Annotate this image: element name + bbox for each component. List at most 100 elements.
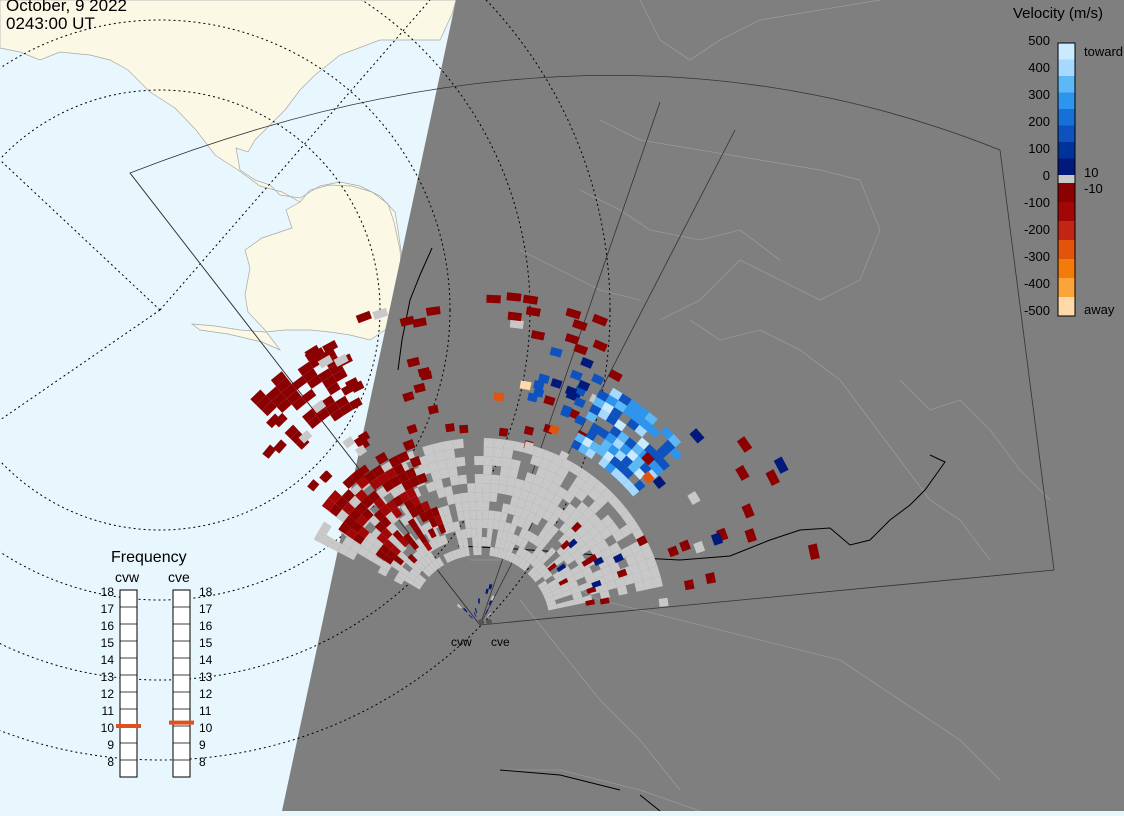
scatter-cell bbox=[539, 498, 551, 510]
scatter-cell bbox=[573, 396, 587, 409]
scatter-cell bbox=[625, 554, 638, 567]
scatter-cell bbox=[354, 489, 368, 502]
scatter-cell bbox=[580, 481, 594, 495]
scatter-cell bbox=[641, 546, 654, 560]
scatter-cell bbox=[498, 520, 506, 531]
scatter-cell bbox=[585, 474, 600, 488]
scatter-cell bbox=[318, 521, 332, 535]
scatter-cell bbox=[515, 556, 524, 567]
scatter-cell bbox=[511, 554, 520, 565]
scatter-cell bbox=[376, 472, 390, 485]
scatter-cell bbox=[565, 575, 577, 585]
scatter-cell bbox=[426, 520, 437, 532]
scatter-cell bbox=[439, 534, 449, 545]
scatter-cell bbox=[486, 294, 501, 304]
scatter-cell bbox=[568, 580, 579, 590]
scatter-cell bbox=[652, 475, 666, 489]
scatter-cell bbox=[587, 487, 601, 501]
scatter-cell bbox=[537, 580, 548, 589]
scatter-cell bbox=[496, 548, 504, 559]
scatter-cell bbox=[486, 537, 492, 547]
scatter-cell bbox=[562, 491, 575, 504]
scatter-cell bbox=[307, 415, 322, 429]
scatter-cell bbox=[558, 578, 569, 586]
alaska-land bbox=[0, 0, 457, 351]
scatter-cell bbox=[330, 408, 344, 422]
scatter-cell bbox=[386, 549, 398, 561]
colorbar-away-label: away bbox=[1084, 302, 1115, 317]
scatter-cell bbox=[452, 438, 464, 449]
scatter-cell bbox=[622, 405, 636, 419]
scatter-cell bbox=[463, 510, 471, 521]
scatter-cell bbox=[408, 506, 419, 519]
colorbar-tick-label: -500 bbox=[1023, 303, 1050, 318]
scatter-cell bbox=[592, 396, 606, 409]
scatter-cell bbox=[586, 586, 597, 594]
scatter-cell bbox=[549, 346, 563, 358]
scatter-cell bbox=[627, 485, 640, 497]
scatter-cell bbox=[657, 458, 670, 471]
scatter-cell bbox=[599, 597, 610, 605]
scatter-cell bbox=[271, 392, 287, 408]
colorbar-frame bbox=[1057, 42, 1076, 317]
scatter-cell bbox=[660, 426, 674, 440]
frequency-scale-label: 14 bbox=[100, 653, 114, 667]
scatter-cell bbox=[307, 479, 320, 492]
scatter-cell bbox=[506, 476, 517, 488]
scatter-cell bbox=[276, 398, 292, 413]
colorbar-swatch bbox=[1058, 297, 1075, 317]
scatter-cell bbox=[639, 418, 653, 432]
scatter-cell bbox=[576, 514, 589, 527]
scatter-cell bbox=[443, 485, 454, 497]
scatter-cell bbox=[523, 425, 535, 436]
scatter-cell bbox=[548, 482, 560, 495]
scatter-cell bbox=[591, 373, 605, 386]
colorbar-swatch bbox=[1058, 43, 1075, 60]
scatter-cell bbox=[573, 538, 586, 550]
scatter-cell bbox=[594, 520, 607, 533]
scatter-cell bbox=[564, 527, 576, 539]
scatter-cell bbox=[644, 412, 658, 426]
scatter-cell bbox=[435, 557, 445, 567]
scatter-cell bbox=[609, 542, 622, 555]
scatter-cell bbox=[744, 528, 757, 543]
scatter-cell bbox=[640, 568, 652, 581]
scatter-cell bbox=[487, 519, 495, 529]
scatter-cell bbox=[422, 554, 433, 565]
scatter-cell bbox=[402, 438, 416, 452]
scatter-cell bbox=[533, 560, 544, 571]
scatter-cell bbox=[623, 574, 635, 586]
scatter-cell bbox=[345, 527, 358, 540]
scatter-cell bbox=[600, 565, 613, 577]
scatter-cell bbox=[486, 528, 493, 538]
scatter-cell bbox=[436, 459, 448, 471]
scatter-cell bbox=[535, 506, 547, 518]
scatter-cell bbox=[518, 558, 527, 569]
scatter-cell bbox=[325, 401, 340, 415]
night-region bbox=[282, 0, 1124, 811]
frequency-marker bbox=[116, 724, 141, 728]
scatter-cell bbox=[547, 562, 557, 572]
colorbar-swatch bbox=[1058, 278, 1075, 298]
scatter-cell bbox=[807, 543, 820, 560]
scatter-cell bbox=[460, 529, 468, 539]
scatter-cell bbox=[284, 424, 299, 439]
frequency-scale-label: 11 bbox=[199, 704, 212, 718]
scatter-cell bbox=[488, 599, 493, 606]
scatter-cell bbox=[396, 571, 407, 581]
scatter-cell bbox=[564, 515, 577, 528]
scatter-cell bbox=[648, 565, 661, 579]
scatter-cell bbox=[532, 546, 542, 558]
freq-radar-cvw: cvw bbox=[115, 569, 140, 585]
scatter-cell bbox=[415, 537, 426, 548]
scatter-cell bbox=[456, 603, 462, 609]
scatter-cell bbox=[488, 583, 493, 590]
colorbar-swatch bbox=[1058, 76, 1075, 93]
scatter-cell bbox=[574, 414, 586, 426]
scatter-cell bbox=[493, 392, 505, 402]
scatter-cell bbox=[591, 313, 609, 327]
scatter-cell bbox=[508, 523, 517, 535]
scatter-cell bbox=[571, 521, 582, 533]
